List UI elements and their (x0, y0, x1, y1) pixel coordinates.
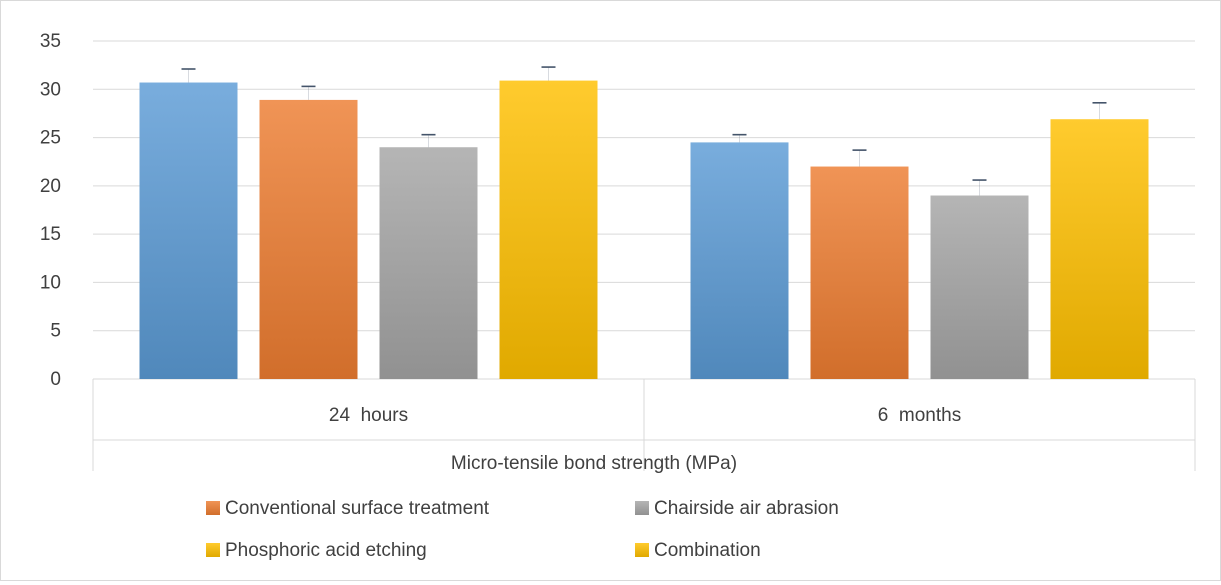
bar (690, 142, 789, 379)
bar (930, 195, 1029, 379)
legend-item: Conventional surface treatment (206, 498, 490, 519)
axis-labels: 0 5 10 15 20 25 30 35 24 hours 6 months (40, 31, 961, 426)
y-tick-label: 15 (40, 224, 61, 245)
x-category-label: 24 hours (329, 405, 408, 426)
legend-label: Conventional surface treatment (225, 498, 490, 519)
legend-swatch (635, 501, 649, 515)
y-tick-label: 20 (40, 176, 61, 197)
legend-item: Combination (635, 540, 761, 561)
y-tick-label: 5 (50, 321, 61, 342)
bar (810, 166, 909, 379)
bar (259, 99, 358, 379)
bars (139, 80, 1149, 380)
legend-item: Chairside air abrasion (635, 498, 839, 519)
y-tick-label: 35 (40, 31, 61, 52)
y-tick-label: 10 (40, 272, 61, 293)
y-tick-label: 0 (50, 369, 61, 390)
legend-label: Phosphoric acid etching (225, 540, 427, 561)
gridlines (93, 40, 1195, 380)
legend-label: Combination (654, 540, 761, 561)
legend-label: Chairside air abrasion (654, 498, 839, 519)
legend-swatch (635, 543, 649, 557)
bar (139, 82, 238, 380)
legend-swatch (206, 501, 220, 515)
legend: Conventional surface treatment Chairside … (206, 498, 839, 561)
y-tick-label: 30 (40, 79, 61, 100)
error-bars (181, 66, 1107, 196)
bar (1050, 119, 1149, 380)
bar (499, 80, 598, 379)
x-axis-title: Micro-tensile bond strength (MPa) (451, 453, 737, 474)
y-tick-label: 25 (40, 128, 61, 149)
legend-swatch (206, 543, 220, 557)
bar (379, 147, 478, 379)
x-category-label: 6 months (878, 405, 961, 426)
legend-item: Phosphoric acid etching (206, 540, 427, 561)
